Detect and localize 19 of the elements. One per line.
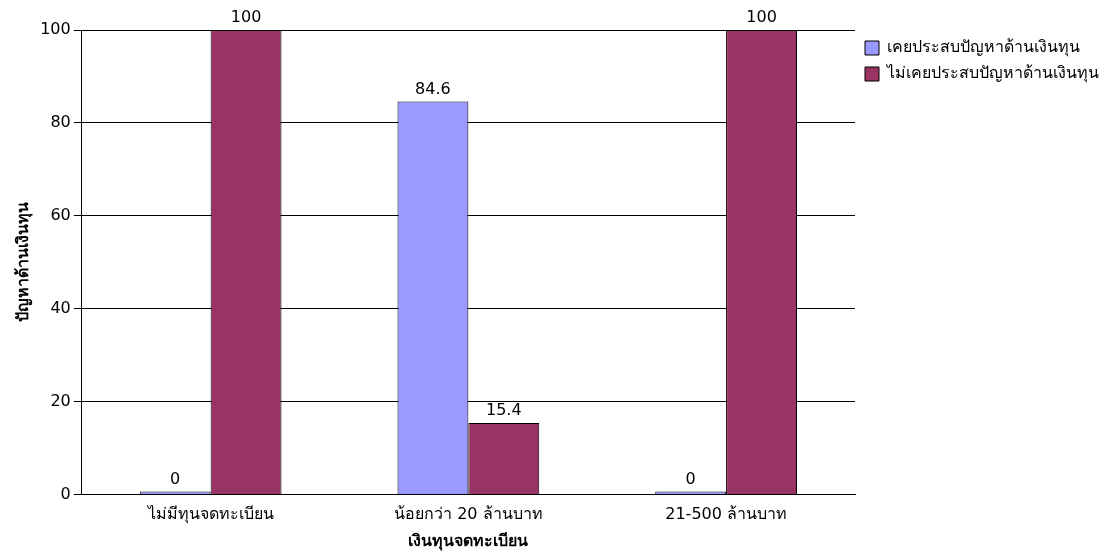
y-axis-title: ปัญหาด้านเงินทุน xyxy=(12,202,33,323)
legend-label: เคยประสบปัญหาด้านเงินทุน xyxy=(887,37,1080,58)
y-tick-label: 60 xyxy=(50,205,71,224)
x-tick-label: ไม่มีทุนจดทะเบียน xyxy=(145,504,274,525)
data-label: 0 xyxy=(170,468,181,488)
x-tick-label: น้อยกว่า 20 ล้านบาท xyxy=(394,504,543,524)
data-label: 15.4 xyxy=(486,400,522,420)
data-label: 0 xyxy=(685,468,696,488)
y-tick-label: 20 xyxy=(50,390,71,410)
data-label: 100 xyxy=(746,7,777,27)
data-label: 100 xyxy=(230,7,262,27)
y-tick-label: 40 xyxy=(50,297,71,317)
y-tick-label: 80 xyxy=(50,112,71,132)
legend-label: ไม่เคยประสบปัญหาด้านเงินทุน xyxy=(885,63,1099,84)
x-tick-label: 21-500 ล้านบาท xyxy=(665,504,788,524)
y-tick-label: 0 xyxy=(60,483,71,503)
data-label: 84.6 xyxy=(415,78,451,98)
x-axis-title: เงินทุนจดทะเบียน xyxy=(408,530,529,551)
y-tick-label: 100 xyxy=(40,19,71,39)
